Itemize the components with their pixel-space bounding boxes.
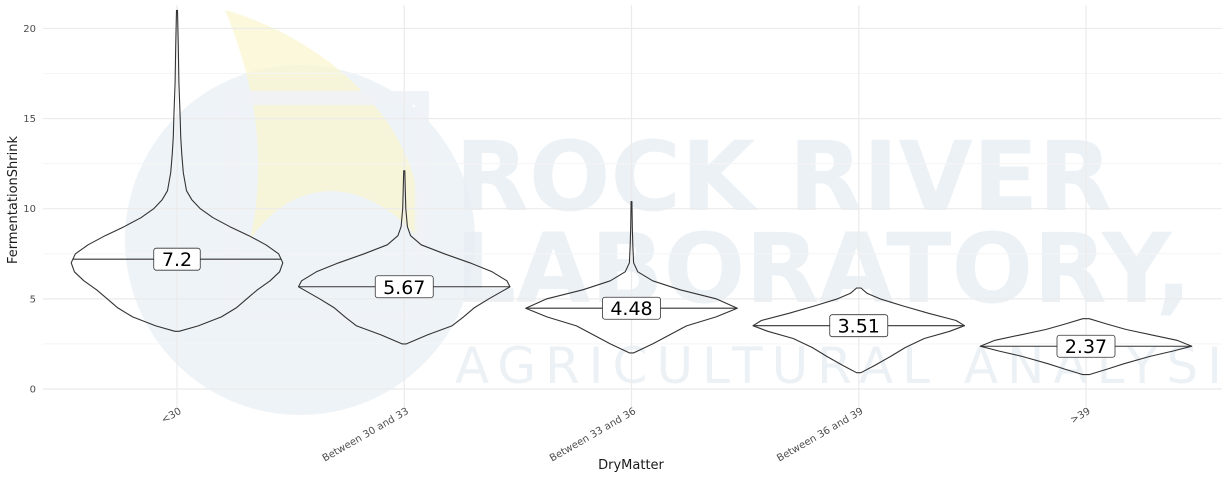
violin-shape — [297, 170, 511, 345]
y-axis: 0 5 10 15 20 — [23, 24, 36, 396]
y-tick-label: 15 — [23, 114, 36, 125]
x-axis-title: DryMatter — [598, 458, 664, 473]
median-label-text: 7.2 — [162, 249, 192, 271]
violin-shape — [752, 287, 966, 374]
watermark-emblem-frame — [225, 91, 429, 323]
median-label-text: 4.48 — [610, 298, 652, 320]
y-tick-label: 20 — [23, 24, 36, 35]
x-tick-label: <30 — [160, 406, 184, 426]
x-tick-label: Between 30 and 33 — [321, 406, 411, 464]
median-label-box — [602, 296, 661, 320]
median-label-box — [374, 275, 434, 299]
violin-shape — [525, 200, 738, 354]
violin-shape — [979, 318, 1193, 376]
median-label: 5.67 — [374, 275, 434, 299]
median-label-text: 3.51 — [838, 316, 880, 338]
median-label: 2.37 — [1056, 334, 1116, 358]
y-tick-label: 5 — [30, 294, 36, 305]
median-label-box — [829, 314, 889, 338]
median-label-box — [153, 247, 201, 271]
x-tick-label: Between 36 and 39 — [775, 406, 865, 464]
watermark-line2: LABORATORY, INC. — [455, 213, 1228, 325]
x-tick-label: Between 33 and 36 — [548, 406, 638, 464]
median-label-text: 2.37 — [1065, 336, 1107, 358]
median-label: 3.51 — [829, 314, 889, 338]
median-label-text: 5.67 — [383, 277, 425, 299]
y-tick-label: 10 — [23, 204, 36, 215]
y-axis-title: FermentationShrink — [6, 136, 21, 264]
median-label-layer: 7.2 5.67 4.48 3.51 2.37 — [153, 247, 1116, 358]
watermark-emblem-flame — [225, 10, 421, 240]
median-label: 4.48 — [602, 296, 661, 320]
y-tick-label: 0 — [30, 384, 36, 395]
median-label: 7.2 — [153, 247, 201, 271]
watermark-line1: ROCK RIVER — [455, 121, 1112, 233]
median-label-box — [1056, 334, 1116, 358]
plot-grid — [43, 5, 1222, 407]
violin-shape — [70, 9, 284, 332]
x-tick-label: >39 — [1069, 406, 1093, 426]
